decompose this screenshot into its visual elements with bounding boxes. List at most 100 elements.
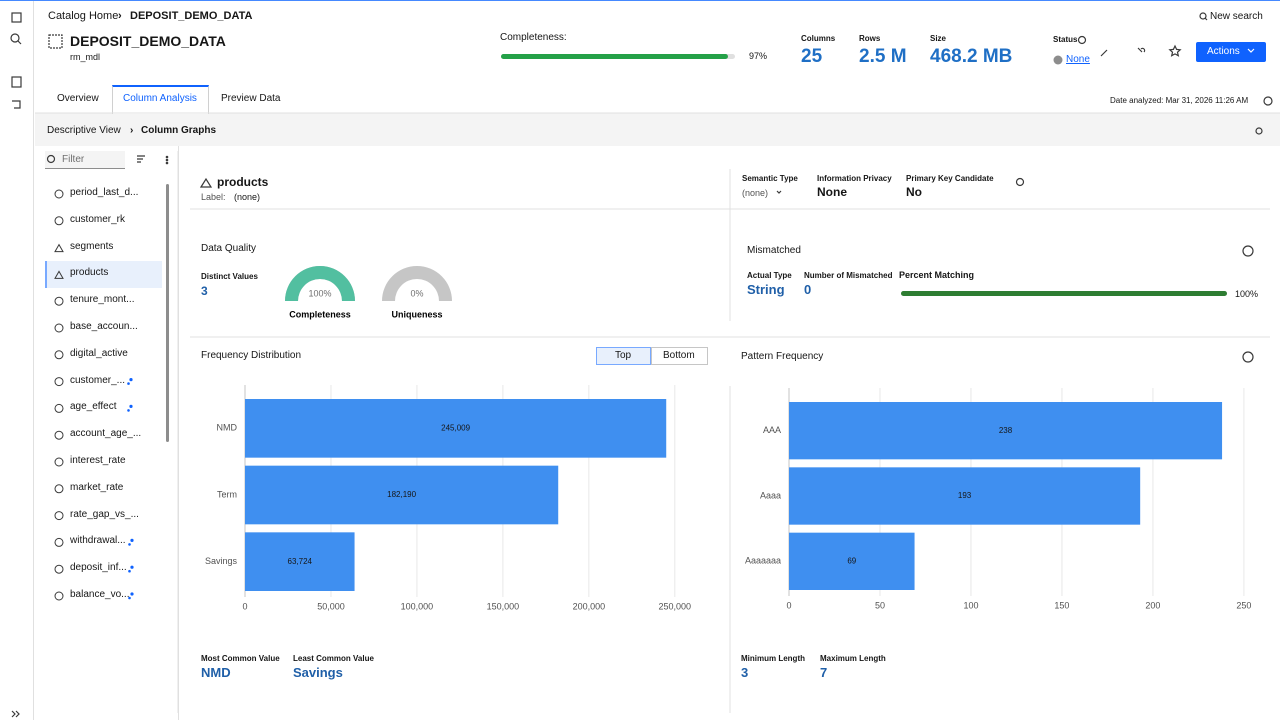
metric-label: Minimum Length <box>741 654 805 664</box>
x-tick-label: 250 <box>1236 600 1251 610</box>
metric-value: 100% <box>1235 289 1258 300</box>
bar <box>245 532 355 591</box>
x-tick-label: 200 <box>1145 600 1160 610</box>
stat-label: Columns <box>801 34 835 44</box>
toggle-label[interactable]: Bottom <box>663 350 695 362</box>
date-analyzed: Date analyzed: Mar 31, 2026 11:26 AM <box>1110 96 1248 106</box>
tab[interactable]: Column Analysis <box>123 93 197 105</box>
property-label: Primary Key Candidate <box>906 174 994 184</box>
column-item[interactable]: period_last_d... <box>70 187 138 199</box>
column-item[interactable]: deposit_inf... <box>70 562 127 574</box>
scrollbar <box>166 184 169 442</box>
x-tick-label: 250,000 <box>659 601 692 611</box>
category-label: Term <box>217 489 237 499</box>
bar <box>245 466 558 525</box>
property-value: No <box>906 185 922 199</box>
bar-value-label: 69 <box>847 556 856 565</box>
subnav-bar <box>35 113 1280 146</box>
property-label: Information Privacy <box>817 174 892 184</box>
status-dot <box>1054 56 1063 65</box>
metric-label: Number of Mismatched <box>804 271 892 281</box>
breadcrumb-current: DEPOSIT_DEMO_DATA <box>130 10 252 23</box>
column-item[interactable]: balance_vo... <box>70 589 130 601</box>
column-item[interactable]: interest_rate <box>70 455 126 467</box>
filter-placeholder[interactable]: Filter <box>62 154 84 166</box>
status-label: Status <box>1053 35 1077 45</box>
new-search[interactable]: New search <box>1210 11 1263 23</box>
bar-value-label: 193 <box>958 491 972 500</box>
subnav-current: Column Graphs <box>141 125 216 137</box>
bar <box>789 533 915 590</box>
x-tick-label: 50 <box>875 600 885 610</box>
subnav-link[interactable]: Descriptive View <box>47 125 121 137</box>
column-item[interactable]: market_rate <box>70 482 123 494</box>
column-item[interactable]: customer_... <box>70 375 125 387</box>
tab[interactable]: Preview Data <box>221 93 280 105</box>
metric-label: Percent Matching <box>899 270 974 281</box>
column-name: products <box>217 175 268 189</box>
dividers <box>35 113 1280 713</box>
column-item[interactable]: products <box>70 267 108 279</box>
breadcrumb-link[interactable]: Catalog Home <box>48 10 118 23</box>
completeness-label: Completeness: <box>500 32 567 44</box>
actions-label[interactable]: Actions <box>1207 46 1240 58</box>
x-tick-label: 100,000 <box>401 601 434 611</box>
section-title: Pattern Frequency <box>741 351 823 363</box>
x-tick-label: 150,000 <box>487 601 520 611</box>
stat-label: Rows <box>859 34 880 44</box>
column-label-value: (none) <box>234 192 260 203</box>
bar <box>789 467 1140 524</box>
category-label: Aaaa <box>760 490 781 500</box>
gauge-track <box>382 266 452 301</box>
x-tick-label: 50,000 <box>317 601 345 611</box>
status-value[interactable]: None <box>1066 54 1090 66</box>
stat-value: 25 <box>801 46 822 69</box>
column-item[interactable]: tenure_mont... <box>70 294 134 306</box>
bar-value-label: 238 <box>999 426 1013 435</box>
bar-value-label: 63,724 <box>288 557 313 566</box>
category-label: Savings <box>205 556 238 566</box>
metric-label: Maximum Length <box>820 654 886 664</box>
metric-label: Distinct Values <box>201 272 258 282</box>
metric-label: Most Common Value <box>201 654 280 664</box>
filter-input[interactable] <box>45 151 125 169</box>
progress-fill <box>501 54 728 59</box>
bar <box>789 402 1222 459</box>
column-item[interactable]: withdrawal... <box>70 535 126 547</box>
tab[interactable]: Overview <box>57 93 99 105</box>
column-item[interactable]: account_age_... <box>70 428 141 440</box>
metric-value: 0 <box>804 282 811 298</box>
stat-label: Size <box>930 34 946 44</box>
category-label: Aaaaaaa <box>745 556 781 566</box>
toggle-label[interactable]: Top <box>615 350 631 362</box>
x-tick-label: 200,000 <box>573 601 606 611</box>
column-item[interactable]: segments <box>70 241 113 253</box>
x-tick-label: 0 <box>786 600 791 610</box>
column-item[interactable]: customer_rk <box>70 214 125 226</box>
category-label: NMD <box>217 423 238 433</box>
section-title: Mismatched <box>747 245 801 257</box>
property-label: Semantic Type <box>742 174 798 184</box>
section-title: Frequency Distribution <box>201 350 301 362</box>
column-item[interactable]: rate_gap_vs_... <box>70 509 139 521</box>
side-nav <box>0 1 34 720</box>
metric-value: 3 <box>741 665 748 681</box>
gauge-value: 0% <box>410 288 423 298</box>
column-item[interactable]: age_effect <box>70 401 117 413</box>
property-value: None <box>817 185 847 199</box>
metric-value: Savings <box>293 665 343 681</box>
progress-track <box>901 291 1227 296</box>
x-tick-label: 100 <box>963 600 978 610</box>
gauge-fill <box>285 266 355 301</box>
bar-value-label: 245,009 <box>441 423 470 432</box>
progress-track <box>501 54 735 59</box>
metric-value: String <box>747 282 785 298</box>
column-item[interactable]: base_accoun... <box>70 321 138 333</box>
gauge-label: Uniqueness <box>391 309 442 319</box>
property-value[interactable]: (none) <box>742 188 768 199</box>
asset-title: DEPOSIT_DEMO_DATA <box>70 33 226 50</box>
gauge-label: Completeness <box>289 309 351 319</box>
gauge-track <box>285 266 355 301</box>
column-item[interactable]: digital_active <box>70 348 128 360</box>
